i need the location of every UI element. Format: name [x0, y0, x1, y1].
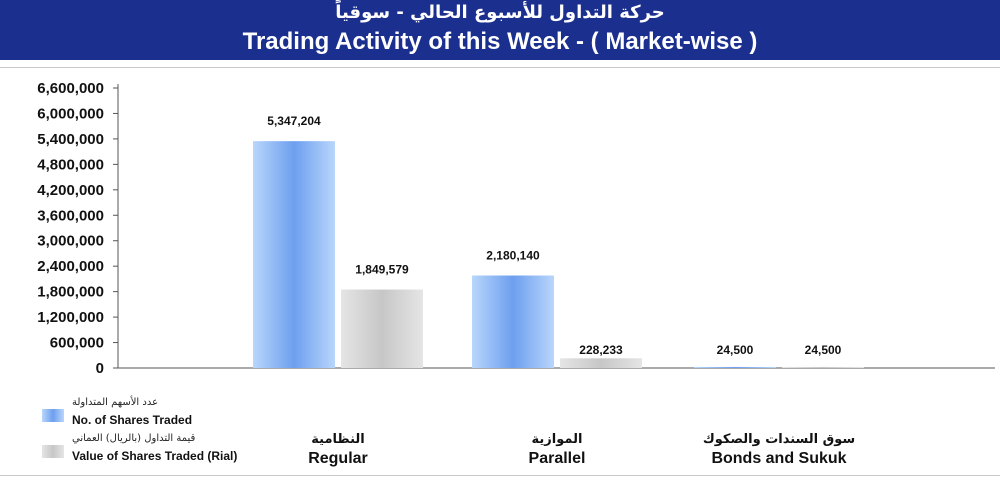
title-arabic: حركة التداول للأسبوع الحالي - سوقياً — [335, 2, 665, 23]
legend-swatch-value — [42, 445, 64, 458]
legend-label-value: Value of Shares Traded (Rial) — [72, 449, 238, 463]
y-tick-label: 4,800,000 — [37, 156, 104, 173]
bar — [253, 141, 335, 368]
category-label: Regular — [308, 450, 368, 467]
legend-label-shares: No. of Shares Traded — [72, 413, 193, 427]
category-label-ar: الموازية — [531, 432, 583, 447]
y-tick-label: 3,600,000 — [37, 207, 104, 224]
y-tick-label: 2,400,000 — [37, 258, 104, 275]
data-label: 24,500 — [717, 343, 754, 357]
bar — [472, 275, 554, 368]
data-label: 24,500 — [805, 343, 842, 357]
legend-label-value-ar: قيمة التداول (بالريال) العماني — [72, 433, 196, 444]
category-label: Bonds and Sukuk — [711, 450, 847, 467]
top-divider — [0, 67, 1000, 68]
chart-header: حركة التداول للأسبوع الحالي - سوقياً Tra… — [0, 0, 1000, 60]
y-tick-label: 4,200,000 — [37, 182, 104, 199]
y-tick-label: 1,200,000 — [37, 309, 104, 326]
y-tick-label: 6,000,000 — [37, 105, 104, 122]
data-label: 2,180,140 — [486, 249, 540, 263]
bottom-divider — [0, 475, 1000, 476]
bar — [560, 358, 642, 368]
y-tick-label: 3,000,000 — [37, 233, 104, 250]
legend-item-value: قيمة التداول (بالريال) العماني Value of … — [40, 433, 280, 469]
category-parallel: الموازية Parallel — [447, 432, 667, 468]
bar — [694, 366, 776, 368]
chart-legend: عدد الأسهم المتداولة No. of Shares Trade… — [40, 397, 280, 469]
category-label: Parallel — [528, 450, 586, 467]
y-tick-label: 6,600,000 — [37, 80, 104, 97]
category-bonds-sukuk: سوق السندات والصكوك Bonds and Sukuk — [669, 432, 889, 468]
category-regular: النظامية Regular — [228, 432, 448, 468]
y-tick-label: 1,800,000 — [37, 284, 104, 301]
category-label-ar: النظامية — [311, 432, 365, 447]
bar — [782, 366, 864, 368]
data-label: 1,849,579 — [355, 263, 409, 277]
y-tick-label: 0 — [96, 360, 104, 377]
y-tick-label: 600,000 — [50, 335, 104, 352]
legend-label-shares-ar: عدد الأسهم المتداولة — [72, 397, 159, 408]
legend-item-shares: عدد الأسهم المتداولة No. of Shares Trade… — [40, 397, 280, 433]
legend-swatch-shares — [42, 409, 64, 422]
y-tick-label: 5,400,000 — [37, 131, 104, 148]
data-label: 5,347,204 — [267, 114, 321, 128]
category-label-ar: سوق السندات والصكوك — [702, 432, 856, 447]
bar — [341, 289, 423, 368]
title-english: Trading Activity of this Week - ( Market… — [242, 28, 758, 55]
data-label: 228,233 — [579, 343, 623, 357]
